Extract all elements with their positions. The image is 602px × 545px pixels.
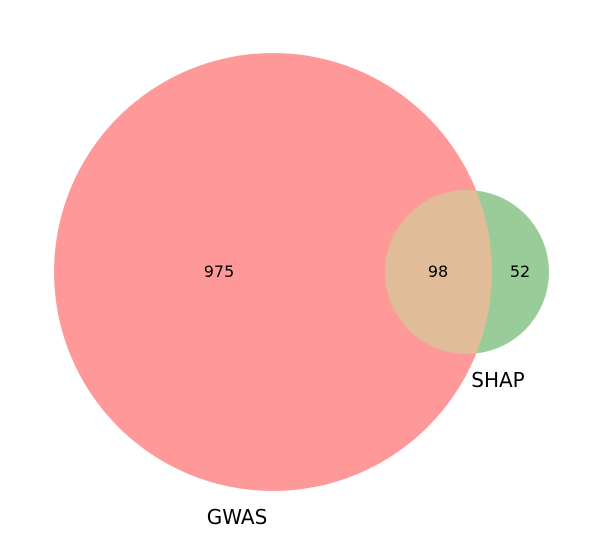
shap-only-count: 52 [510,262,530,281]
gwas-circle [54,53,492,491]
gwas-label: GWAS [207,505,268,529]
overlap-count: 98 [428,262,448,281]
gwas-only-count: 975 [204,262,235,281]
shap-label: SHAP [471,368,524,392]
overlap-region [385,190,492,354]
